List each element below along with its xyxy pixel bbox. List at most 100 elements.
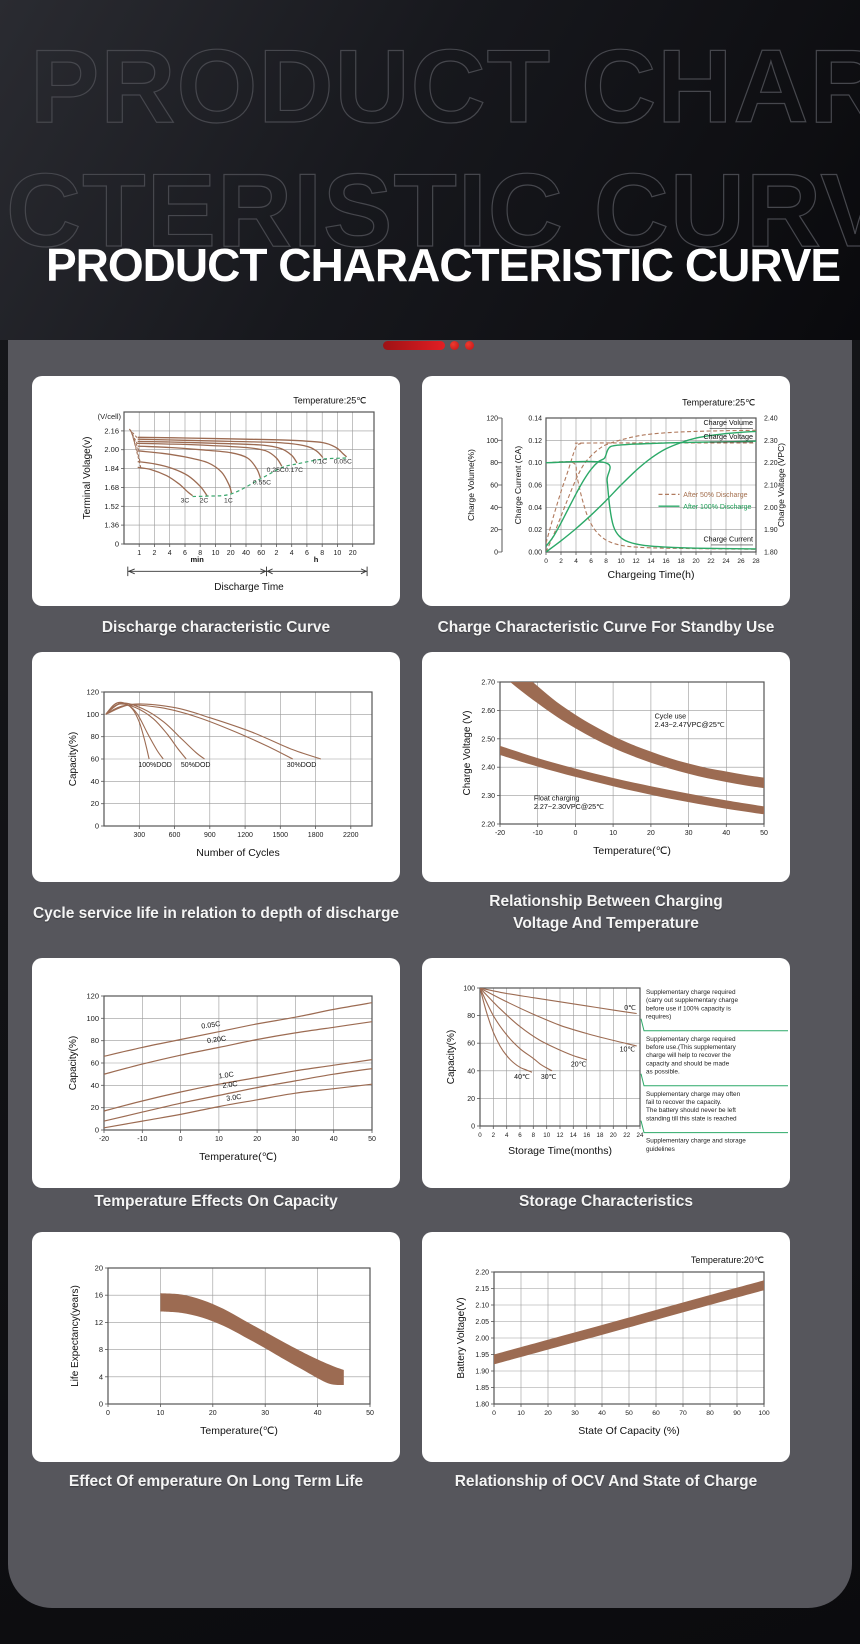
svg-text:Charge Current (CA): Charge Current (CA): [513, 446, 523, 525]
svg-text:40: 40: [330, 1136, 338, 1143]
svg-text:100: 100: [486, 438, 498, 445]
header-outline-text-line2: CTERISTIC CURVE: [5, 152, 860, 269]
svg-text:6: 6: [589, 558, 593, 565]
svg-text:10℃: 10℃: [620, 1047, 636, 1054]
svg-text:capacity and should be made: capacity and should be made: [646, 1060, 730, 1067]
chart-card-ocv: 0 10 20 30 40 50 60 70 80 90 100 1.80 1.85 1.90 1.95 2.…: [422, 1232, 790, 1462]
ocv-chart: 0 10 20 30 40 50 60 70 80 90 100 1.80 1.85 1.90 1.95 2.…: [456, 1255, 770, 1437]
svg-text:2.16: 2.16: [104, 426, 119, 435]
svg-text:20: 20: [544, 1410, 552, 1417]
svg-text:16: 16: [95, 1291, 103, 1300]
svg-text:1200: 1200: [237, 832, 253, 839]
svg-text:4: 4: [574, 558, 578, 565]
svg-text:requires): requires): [646, 1014, 671, 1021]
svg-text:Supplementary charge and stora: Supplementary charge and storage: [646, 1138, 746, 1145]
svg-text:60: 60: [257, 550, 265, 557]
svg-text:0.05C: 0.05C: [334, 458, 352, 465]
caption-ocv: Relationship of OCV And State of Charge: [454, 1473, 758, 1490]
cycle-life-chart: 300 600 900 1200 1500 1800 2200 0 20 40 60 80 100 120…: [68, 688, 373, 859]
svg-text:0: 0: [478, 1132, 482, 1139]
svg-text:standing till this state is re: standing till this state is reached: [646, 1115, 737, 1122]
svg-text:4: 4: [168, 550, 172, 557]
caption-charge: Charge Characteristic Curve For Standby …: [437, 619, 775, 636]
page-header: PRODUCT CHARA CTERISTIC CURVE PRODUCT CH…: [0, 0, 860, 340]
svg-text:60: 60: [91, 755, 99, 764]
svg-text:0.10: 0.10: [528, 460, 542, 467]
svg-text:80: 80: [706, 1410, 714, 1417]
svg-text:Charge Voltage (VPC): Charge Voltage (VPC): [776, 443, 786, 527]
svg-text:50: 50: [368, 1136, 376, 1143]
svg-text:2.00: 2.00: [475, 1336, 489, 1343]
svg-text:20: 20: [490, 527, 498, 534]
svg-text:0.02: 0.02: [528, 527, 542, 534]
svg-text:0: 0: [115, 540, 119, 549]
svg-text:40℃: 40℃: [514, 1074, 530, 1081]
svg-text:2.00: 2.00: [764, 505, 778, 512]
svg-text:40: 40: [242, 550, 250, 557]
svg-text:14: 14: [647, 558, 655, 565]
svg-text:14: 14: [570, 1132, 577, 1139]
svg-text:as possible.: as possible.: [646, 1069, 680, 1076]
svg-text:0: 0: [471, 1124, 475, 1131]
svg-text:2.15: 2.15: [475, 1286, 489, 1293]
svg-text:2.40: 2.40: [481, 765, 495, 772]
svg-text:Temperature:25℃: Temperature:25℃: [293, 396, 366, 406]
svg-text:30: 30: [571, 1410, 579, 1417]
svg-text:Charge Volume: Charge Volume: [703, 418, 753, 427]
svg-text:1.95: 1.95: [475, 1352, 489, 1359]
svg-text:0.05C: 0.05C: [201, 1019, 221, 1031]
caption-temp-capacity: Temperature Effects On Capacity: [94, 1193, 338, 1210]
svg-text:120: 120: [86, 688, 99, 697]
svg-text:0.06: 0.06: [528, 483, 542, 490]
svg-text:1.80: 1.80: [764, 550, 778, 557]
svg-text:0: 0: [179, 1136, 183, 1143]
charging-voltage-chart: -20 -10 0 10 20 30 40 50 2.20 2.30 2.40 2.50 2.60 2.7…: [462, 680, 768, 858]
svg-text:Chargeing Time(h): Chargeing Time(h): [608, 569, 695, 581]
svg-text:The battery should never be le: The battery should never be left: [646, 1107, 736, 1114]
svg-text:100: 100: [463, 986, 475, 993]
svg-text:100%DOD: 100%DOD: [138, 762, 171, 769]
svg-text:20: 20: [209, 1410, 217, 1417]
svg-text:2.10: 2.10: [475, 1303, 489, 1310]
svg-text:20℃: 20℃: [571, 1062, 587, 1069]
svg-text:0.1C: 0.1C: [313, 458, 327, 465]
page-title: PRODUCT CHARACTERISTIC CURVE: [46, 239, 841, 291]
svg-text:8: 8: [320, 550, 324, 557]
svg-text:2.20: 2.20: [475, 1270, 489, 1277]
svg-text:30: 30: [292, 1136, 300, 1143]
svg-text:1.52: 1.52: [104, 502, 119, 511]
caption-charging-voltage-line1: Relationship Between Charging: [489, 893, 723, 910]
svg-text:30%DOD: 30%DOD: [287, 762, 317, 769]
svg-text:0: 0: [573, 830, 577, 837]
svg-text:80: 80: [91, 1036, 99, 1045]
svg-text:Charge Voltage: Charge Voltage: [703, 432, 753, 441]
svg-text:1.84: 1.84: [104, 464, 119, 473]
svg-text:0: 0: [99, 1400, 103, 1409]
svg-text:2.27~2.30VPC@25℃: 2.27~2.30VPC@25℃: [534, 802, 604, 811]
svg-text:50: 50: [625, 1410, 633, 1417]
svg-text:300: 300: [133, 832, 145, 839]
svg-text:20: 20: [610, 1132, 617, 1139]
svg-text:10: 10: [215, 1136, 223, 1143]
svg-text:50: 50: [760, 830, 768, 837]
svg-text:20: 20: [253, 1136, 261, 1143]
svg-text:2C: 2C: [200, 498, 209, 505]
discharge-curve-chart: 1 2 4 6 8 10 20 40 60 2 4 6 8 10 20 0 1.36 1.52 1.68 1.84 2.…: [82, 396, 375, 593]
svg-text:Supplementary charge required: Supplementary charge required: [646, 1036, 736, 1043]
svg-text:After 50% Discharge: After 50% Discharge: [683, 492, 747, 499]
chart-card-temp-capacity: -20 -10 0 10 20 30 40 50 0 20 40 60 80 100 120 Capacity…: [32, 958, 400, 1188]
svg-text:4: 4: [505, 1132, 509, 1139]
svg-text:Temperature:25℃: Temperature:25℃: [682, 398, 755, 408]
svg-text:0: 0: [95, 1126, 99, 1135]
svg-text:1.90: 1.90: [475, 1369, 489, 1376]
svg-text:12: 12: [95, 1318, 103, 1327]
svg-text:0: 0: [106, 1410, 110, 1417]
svg-text:20: 20: [647, 830, 655, 837]
svg-text:100: 100: [86, 1014, 99, 1023]
svg-text:Cycle use: Cycle use: [655, 711, 687, 720]
red-accent-dot-2: [465, 341, 474, 350]
svg-text:900: 900: [204, 832, 216, 839]
svg-text:1.85: 1.85: [475, 1385, 489, 1392]
svg-text:2.30: 2.30: [764, 438, 778, 445]
svg-text:40: 40: [91, 1081, 99, 1090]
